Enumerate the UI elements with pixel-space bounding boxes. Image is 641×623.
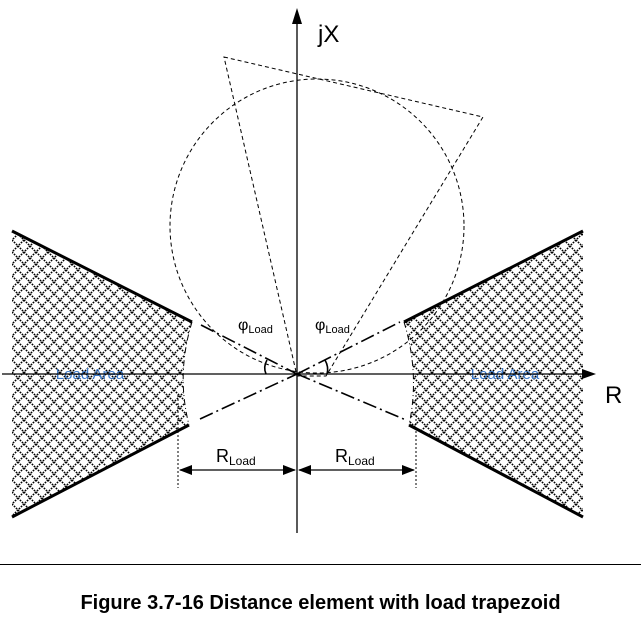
dimension-arrow-left-start (179, 465, 192, 475)
load-line-right-upper (296, 321, 401, 375)
caption-divider (0, 564, 641, 565)
load-line-right-lower (296, 373, 407, 421)
load-line-left-lower (199, 373, 298, 420)
angle-arc-right (324, 359, 329, 375)
dimension-label-right-subscript: Load (348, 454, 375, 468)
diagram-canvas: Load Area Load Area jX R φLoad φLoad RLo… (2, 8, 622, 533)
dimension-label-left-symbol: R (216, 446, 229, 466)
dimension-label-left: RLoad (216, 446, 256, 468)
angle-label-left: φLoad (238, 317, 273, 336)
dimension-arrow-right-start (298, 465, 311, 475)
angle-arc-left (263, 359, 268, 375)
mho-circle (169, 78, 465, 374)
angle-label-left-subscript: Load (248, 324, 272, 336)
figure-caption: Figure 3.7-16 Distance element with load… (80, 592, 561, 614)
load-area-left-lower-edge (11, 423, 190, 519)
angle-label-right-symbol: φ (315, 317, 325, 334)
dimension-label-left-subscript: Load (229, 454, 256, 468)
quadrilateral-characteristic (223, 56, 484, 377)
angle-label-right-subscript: Load (325, 324, 349, 336)
dimension-arrow-left-end (283, 465, 296, 475)
dimension-arrow-right-end (402, 465, 415, 475)
load-line-left-upper (200, 324, 298, 375)
horizontal-axis-arrow (582, 369, 596, 379)
load-area-left-upper-edge (11, 229, 193, 324)
vertical-axis-arrow (292, 8, 302, 24)
dimension-label-right-symbol: R (335, 446, 348, 466)
dimension-label-right: RLoad (335, 446, 375, 468)
angle-label-right: φLoad (315, 317, 350, 336)
load-area-right-lower-edge (408, 423, 584, 519)
load-area-right-upper-edge (403, 229, 584, 324)
angle-label-left-symbol: φ (238, 317, 248, 334)
horizontal-axis-label: R (605, 382, 622, 409)
vertical-axis-label: jX (317, 21, 339, 48)
